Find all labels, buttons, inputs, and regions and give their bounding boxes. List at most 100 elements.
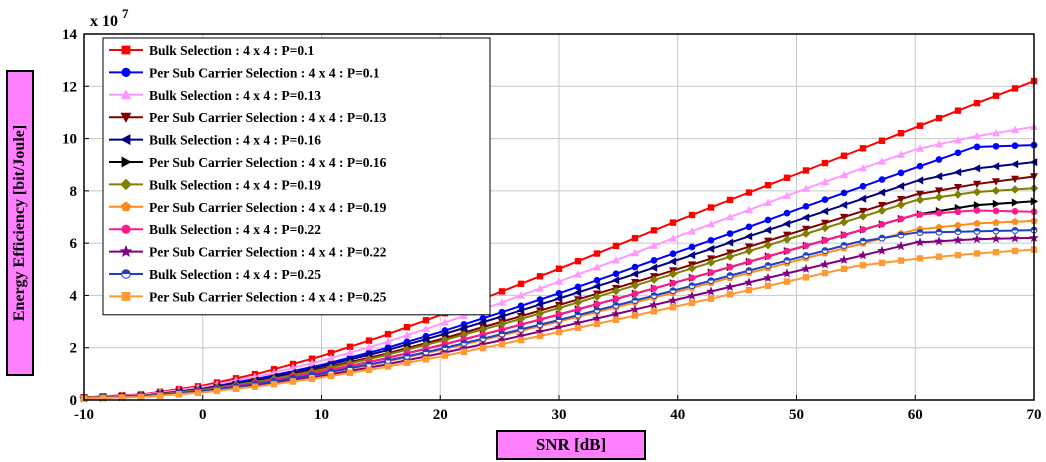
data-point-marker <box>916 122 924 129</box>
data-point-marker <box>688 299 696 307</box>
data-point-marker <box>935 253 943 260</box>
data-point-marker <box>441 344 449 352</box>
data-point-marker <box>707 295 715 302</box>
data-point-marker <box>820 177 830 186</box>
data-point-marker <box>459 311 469 320</box>
y-tick-label: 14 <box>62 27 78 43</box>
y-axis-label-text: Energy Efficiency [bit/Joule] <box>11 124 29 322</box>
multiplier-base: x 10 <box>90 13 118 30</box>
data-point-marker <box>802 252 810 259</box>
data-point-marker <box>916 255 924 262</box>
legend-label: Per Sub Carrier Selection : 4 x 4 : P=0.… <box>149 155 387 170</box>
data-point-marker <box>763 226 772 235</box>
data-point-marker <box>763 241 773 250</box>
legend-entry: Bulk Selection : 4 x 4 : P=0.1 <box>109 43 314 58</box>
series-group <box>79 77 1039 403</box>
data-point-marker <box>555 328 563 336</box>
y-tick-label: 0 <box>70 393 78 409</box>
data-point-marker <box>592 313 602 323</box>
data-point-marker <box>878 259 886 267</box>
data-point-marker <box>992 92 1000 99</box>
data-point-marker <box>593 306 601 314</box>
data-point-marker <box>783 257 791 264</box>
legend-entry: Per Sub Carrier Selection : 4 x 4 : P=0.… <box>109 65 380 80</box>
data-point-marker <box>707 204 715 211</box>
data-point-marker <box>574 324 582 332</box>
data-point-marker <box>725 212 735 221</box>
data-point-marker <box>612 242 620 250</box>
data-point-marker <box>820 223 830 233</box>
data-point-marker <box>554 277 564 285</box>
legend-label: Bulk Selection : 4 x 4 : P=0.22 <box>149 222 321 237</box>
data-point-marker <box>896 150 906 158</box>
data-point-marker <box>802 167 810 174</box>
legend-label: Bulk Selection : 4 x 4 : P=0.1 <box>149 43 314 58</box>
data-point-marker <box>859 145 867 152</box>
legend-entry: Bulk Selection : 4 x 4 : P=0.13 <box>109 88 321 103</box>
y-tick-label: 6 <box>70 236 78 252</box>
data-point-marker <box>384 363 392 370</box>
data-point-marker <box>973 219 981 227</box>
data-point-marker <box>1010 233 1020 243</box>
x-axis-ticks: -10 0 10 20 30 40 50 60 70 <box>74 395 1042 423</box>
data-point-marker <box>820 259 830 269</box>
data-point-marker <box>402 330 412 339</box>
legend-marker <box>121 291 131 301</box>
data-point-marker <box>726 230 734 237</box>
data-point-marker <box>878 137 886 144</box>
data-point-marker <box>840 265 848 273</box>
data-point-marker <box>896 182 905 191</box>
data-point-marker <box>611 256 621 264</box>
data-point-marker <box>935 156 943 163</box>
data-point-marker <box>687 251 696 260</box>
data-point-marker <box>232 385 240 392</box>
data-point-marker <box>839 200 848 210</box>
x-tick-label: -10 <box>74 407 94 423</box>
data-point-marker <box>745 223 753 231</box>
data-point-marker <box>365 366 373 373</box>
legend-entry: Bulk Selection : 4 x 4 : P=0.25 <box>109 267 321 282</box>
data-point-marker <box>497 312 506 321</box>
data-point-marker <box>744 205 754 214</box>
data-point-marker <box>440 329 449 338</box>
data-point-marker <box>1010 160 1019 169</box>
data-point-marker <box>650 285 658 292</box>
data-point-marker <box>669 250 677 258</box>
x-tick-label: 10 <box>314 407 329 423</box>
data-point-marker <box>954 149 962 157</box>
data-point-marker <box>973 201 982 210</box>
data-point-marker <box>858 194 867 203</box>
data-point-marker <box>156 392 164 399</box>
data-point-marker <box>479 335 487 343</box>
data-point-marker <box>536 273 544 280</box>
data-point-marker <box>1011 217 1019 225</box>
data-point-marker <box>839 217 849 227</box>
data-point-marker <box>821 159 829 167</box>
data-point-marker <box>726 196 734 204</box>
data-point-marker <box>972 131 982 140</box>
data-point-marker <box>517 336 525 344</box>
data-point-marker <box>574 257 582 265</box>
series-7 <box>79 184 1039 403</box>
data-point-marker <box>877 201 887 210</box>
data-point-marker <box>915 237 925 247</box>
x-tick-label: 20 <box>433 407 448 423</box>
data-point-marker <box>573 317 583 327</box>
data-point-marker <box>1011 85 1019 92</box>
data-point-marker <box>422 356 430 363</box>
data-point-marker <box>802 202 810 210</box>
legend-entry: Per Sub Carrier Selection : 4 x 4 : P=0.… <box>109 200 387 215</box>
data-point-marker <box>897 231 905 239</box>
data-point-marker <box>953 168 962 177</box>
legend-label: Per Sub Carrier Selection : 4 x 4 : P=0.… <box>149 110 387 125</box>
data-point-marker <box>992 142 1000 150</box>
data-point-marker <box>745 286 753 294</box>
data-point-marker <box>764 216 772 224</box>
data-point-marker <box>517 280 525 288</box>
data-point-marker <box>877 206 887 215</box>
data-point-marker <box>687 227 697 235</box>
data-point-marker <box>877 188 886 197</box>
data-point-marker <box>688 282 696 290</box>
data-point-marker <box>725 252 735 262</box>
